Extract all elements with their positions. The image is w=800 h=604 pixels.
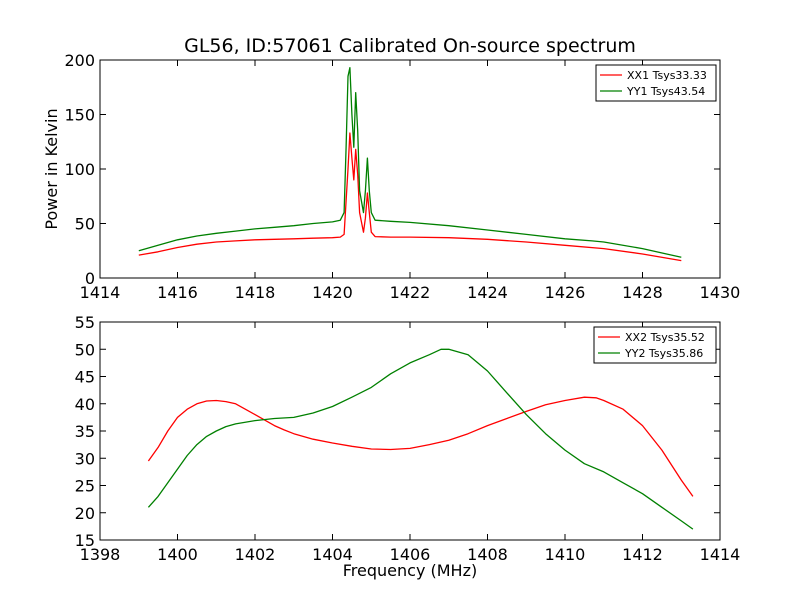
top-y-tick-label: 0 [85, 269, 95, 288]
top-legend-label-xx1: XX1 Tsys33.33 [627, 69, 707, 82]
bottom-x-tick-label: 1408 [467, 545, 508, 564]
top-y-tick-label: 200 [64, 51, 95, 70]
top-panel: 1414 1416 1418 1420 1422 1424 1426 1428 1430 0 50 1… [42, 51, 740, 302]
bottom-y-tick-label: 20 [75, 504, 95, 523]
bottom-y-tick-label: 45 [75, 368, 95, 387]
top-series-lines [138, 66, 682, 262]
top-legend-label-yy1: YY1 Tsys43.54 [626, 85, 705, 98]
bottom-x-tick-label: 1400 [157, 545, 198, 564]
top-series-line-xx [138, 132, 682, 262]
top-y-tick-label: 150 [64, 106, 95, 125]
top-y-axis-label: Power in Kelvin [42, 108, 61, 229]
bottom-legend-label-yy2: YY2 Tsys35.86 [624, 347, 703, 360]
bottom-x-tick-label: 1412 [622, 545, 663, 564]
bottom-series-line-yy [147, 348, 694, 530]
top-legend: XX1 Tsys33.33 YY1 Tsys43.54 [595, 64, 717, 102]
top-x-tick-label: 1424 [467, 283, 508, 302]
chart-title: GL56, ID:57061 Calibrated On-source spec… [184, 35, 636, 57]
top-y-tick-label: 50 [75, 215, 95, 234]
bottom-axis-ticks: 1398 1400 1402 1404 1406 1408 1410 1412 1414 15 20… [75, 313, 741, 564]
top-x-tick-label: 1426 [545, 283, 586, 302]
bottom-y-tick-label: 35 [75, 422, 95, 441]
bottom-x-tick-label: 1402 [235, 545, 276, 564]
bottom-x-tick-label: 1404 [312, 545, 353, 564]
bottom-legend-box [593, 326, 717, 364]
bottom-y-tick-label: 30 [75, 449, 95, 468]
top-x-tick-label: 1422 [390, 283, 431, 302]
top-x-tick-label: 1430 [700, 283, 741, 302]
bottom-x-axis-label: Frequency (MHz) [343, 561, 477, 580]
bottom-y-tick-label: 50 [75, 340, 95, 359]
top-x-tick-label: 1420 [312, 283, 353, 302]
bottom-legend-label-xx2: XX2 Tsys35.52 [625, 331, 705, 344]
top-x-tick-label: 1414 [80, 283, 121, 302]
bottom-y-tick-label: 55 [75, 313, 95, 332]
top-x-tick-label: 1428 [622, 283, 663, 302]
top-axis-ticks: 1414 1416 1418 1420 1422 1424 1426 1428 1430 0 50 1… [64, 51, 740, 302]
bottom-x-tick-label: 1398 [80, 545, 121, 564]
top-series-line-yy [138, 66, 682, 258]
bottom-y-tick-label: 15 [75, 531, 95, 550]
top-y-tick-label: 100 [64, 160, 95, 179]
bottom-y-tick-label: 25 [75, 477, 95, 496]
bottom-x-tick-label: 1414 [700, 545, 741, 564]
bottom-x-tick-label: 1410 [545, 545, 586, 564]
bottom-x-tick-label: 1406 [390, 545, 431, 564]
bottom-y-tick-label: 40 [75, 395, 95, 414]
bottom-series-lines [147, 348, 694, 530]
top-x-tick-label: 1418 [235, 283, 276, 302]
bottom-panel: 1398 1400 1402 1404 1406 1408 1410 1412 1414 15 20… [75, 313, 741, 580]
bottom-legend: XX2 Tsys35.52 YY2 Tsys35.86 [593, 326, 717, 364]
top-legend-box [595, 64, 717, 102]
bottom-series-line-xx [147, 396, 694, 497]
top-x-tick-label: 1416 [157, 283, 198, 302]
